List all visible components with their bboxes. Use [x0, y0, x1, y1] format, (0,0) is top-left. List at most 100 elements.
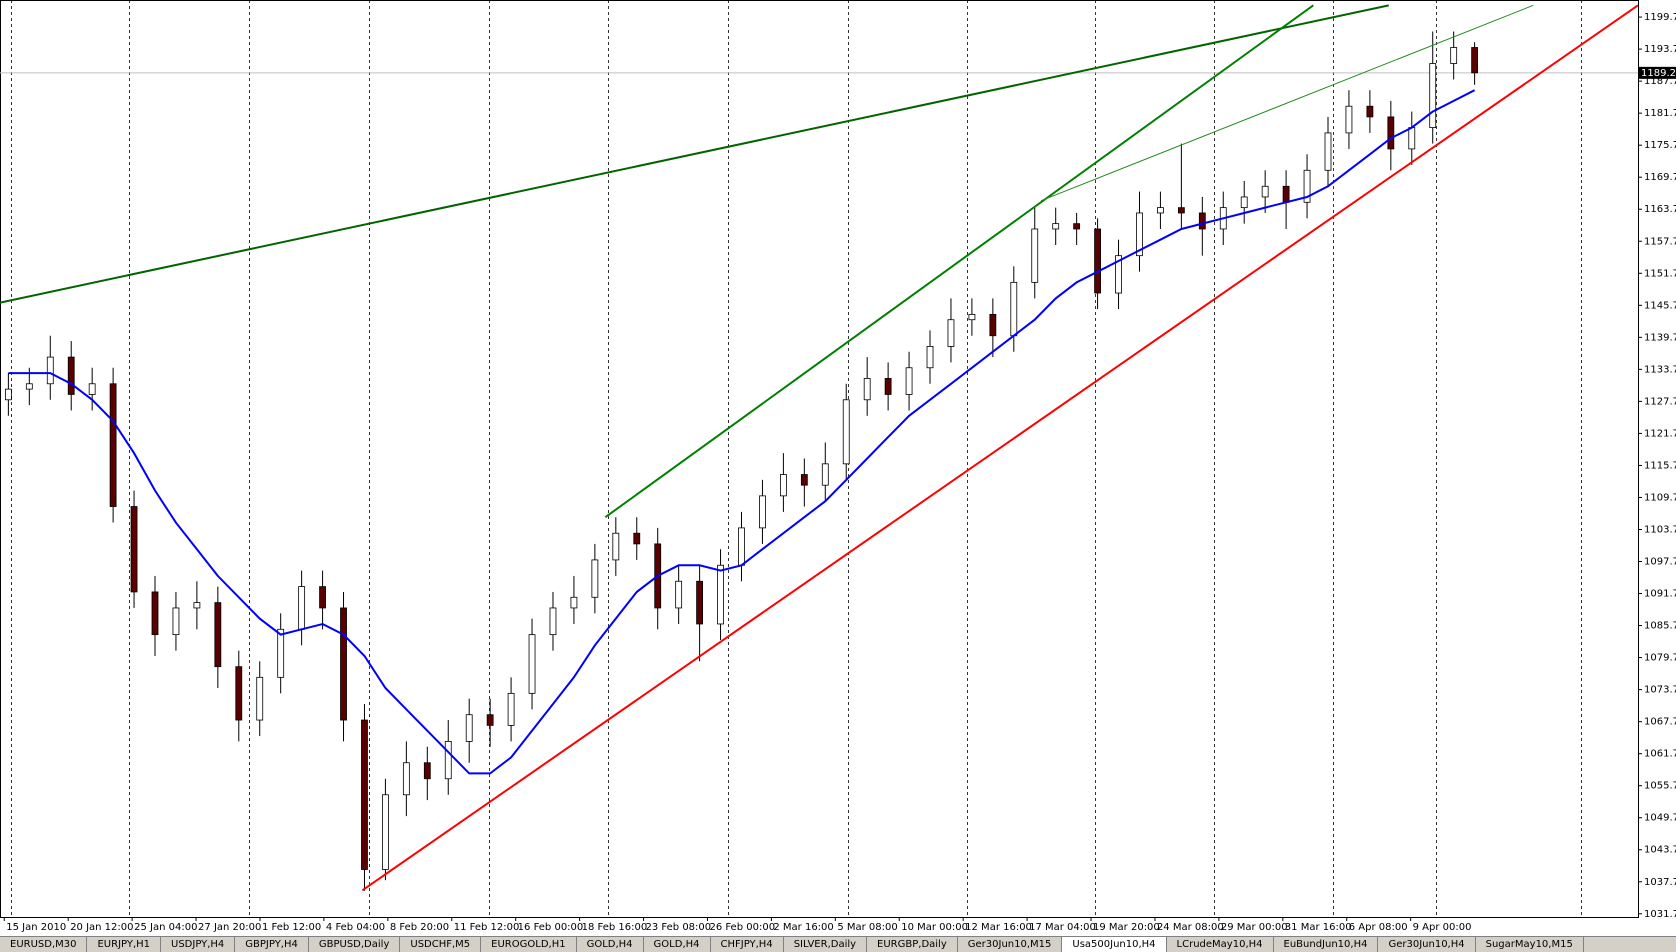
chart-tab[interactable]: GBPJPY,H4	[235, 937, 309, 952]
y-tick-label: 1043.70	[1644, 845, 1676, 856]
chart-tab[interactable]: Ger30Jun10,H4	[1378, 937, 1476, 952]
candle-body	[1240, 196, 1248, 209]
y-tick-label: 1061.70	[1644, 749, 1676, 760]
x-tick-label: 5 Mar 08:00	[837, 922, 897, 933]
plot-frame	[0, 0, 1639, 918]
chart-tab[interactable]: EURJPY,H1	[87, 937, 161, 952]
candle-body	[821, 463, 829, 486]
candle-body	[570, 596, 578, 609]
candle-body	[4, 388, 12, 401]
candle-body	[1408, 127, 1416, 150]
chart-tab[interactable]: CHFJPY,H4	[711, 937, 784, 952]
candle-body	[549, 607, 557, 636]
y-tick-label: 1037.70	[1644, 877, 1676, 888]
chart-tab[interactable]: GOLD,H4	[644, 937, 711, 952]
chart-tab[interactable]: Usa500Jun10,H4	[1062, 937, 1167, 952]
candle-body	[863, 378, 871, 401]
candle-body	[1010, 281, 1018, 337]
y-tick-label: 1187.70	[1644, 76, 1676, 87]
candle-body	[612, 532, 620, 561]
candle-body	[444, 740, 452, 780]
candle-body	[130, 506, 138, 593]
moving-average	[8, 89, 1476, 775]
candle-body	[947, 319, 955, 347]
candle-body	[298, 586, 306, 630]
candle-body	[1282, 185, 1290, 203]
y-tick-label: 1109.70	[1644, 492, 1676, 503]
candle-body	[1052, 223, 1060, 230]
candle-body	[738, 527, 745, 566]
candle-body	[717, 564, 724, 625]
chart-tab[interactable]: LCrudeMay10,H4	[1167, 937, 1274, 952]
x-tick-label: 25 Jan 04:00	[134, 922, 197, 933]
x-tick-label: 16 Feb 00:00	[518, 922, 584, 933]
y-tick-label: 1151.70	[1644, 268, 1676, 279]
x-tick-label: 9 Apr 00:00	[1413, 922, 1472, 933]
candle-body	[193, 602, 201, 609]
candle-body	[88, 383, 96, 395]
candle-body	[25, 383, 33, 390]
candle-body	[926, 346, 934, 369]
trend-line	[604, 4, 1314, 519]
candle-body	[235, 666, 243, 721]
candle-body	[633, 532, 641, 545]
x-tick-label: 6 Apr 08:00	[1349, 922, 1408, 933]
candle-body	[1387, 116, 1395, 150]
candle-body	[884, 378, 892, 395]
x-tick-label: 20 Jan 12:00	[70, 922, 133, 933]
x-tick-label: 24 Mar 08:00	[1157, 922, 1224, 933]
y-tick-label: 1079.70	[1644, 653, 1676, 664]
y-tick-label: 1067.70	[1644, 717, 1676, 728]
chart-tab[interactable]: USDCHF,M5	[400, 937, 482, 952]
x-tick-label: 19 Mar 20:00	[1093, 922, 1160, 933]
chart-tab[interactable]: Ger30Jun10,M15	[958, 937, 1063, 952]
candle-body	[423, 762, 431, 780]
candle-body	[382, 794, 389, 870]
chart-tab[interactable]: GBPUSD,Daily	[309, 937, 401, 952]
x-tick-label: 10 Mar 00:00	[901, 922, 968, 933]
chart-tab[interactable]: SILVER,Daily	[784, 937, 868, 952]
chart-tab[interactable]: SugarMay10,M15	[1476, 937, 1584, 952]
y-tick-label: 1055.70	[1644, 781, 1676, 792]
y-tick-label: 1073.70	[1644, 685, 1676, 696]
y-tick-label: 1199.70	[1644, 12, 1676, 23]
candle-body	[340, 607, 347, 721]
candle-body	[1177, 207, 1185, 214]
chart-tab[interactable]: EuBundJun10,H4	[1274, 937, 1379, 952]
candle-body	[1324, 132, 1332, 171]
candle-body	[989, 313, 997, 337]
candle-body	[591, 559, 599, 598]
candle-body	[256, 676, 264, 721]
candle-body	[1136, 212, 1143, 257]
price-tag	[1638, 66, 1676, 79]
chart-tab[interactable]: USDJPY,H4	[161, 937, 236, 952]
x-tick-label: 29 Mar 00:00	[1221, 922, 1288, 933]
candle-body	[905, 367, 913, 395]
x-tick-label: 17 Mar 04:00	[1029, 922, 1096, 933]
candle-body	[1366, 105, 1374, 118]
x-tick-label: 31 Mar 16:00	[1285, 922, 1352, 933]
candle-body	[968, 313, 976, 321]
x-tick-label: 4 Feb 04:00	[326, 922, 385, 933]
x-tick-label: 18 Feb 16:00	[582, 922, 648, 933]
y-tick-label: 1085.70	[1644, 621, 1676, 632]
candle-body	[1115, 255, 1122, 294]
candle-body	[1429, 63, 1437, 128]
candle-body	[1094, 228, 1101, 294]
candle-body	[319, 586, 326, 609]
candle-body	[46, 356, 54, 385]
candle-body	[842, 399, 850, 465]
chart-tab[interactable]: EURUSD,M30	[0, 937, 88, 952]
y-tick-label: 1127.70	[1644, 396, 1676, 407]
chart-tab[interactable]: EUROGOLD,H1	[481, 937, 577, 952]
chart-tab[interactable]: EURGBP,Daily	[867, 937, 958, 952]
y-tick-label: 1169.70	[1644, 172, 1676, 183]
x-tick-label: 8 Feb 20:00	[390, 922, 449, 933]
candle-body	[696, 580, 704, 625]
candle-body	[1471, 47, 1479, 74]
chart-tab[interactable]: GOLD,H4	[577, 937, 644, 952]
candle-body	[1345, 105, 1353, 134]
x-tick-label: 12 Mar 16:00	[965, 922, 1032, 933]
x-tick-label: 15 Jan 2010	[6, 922, 66, 933]
